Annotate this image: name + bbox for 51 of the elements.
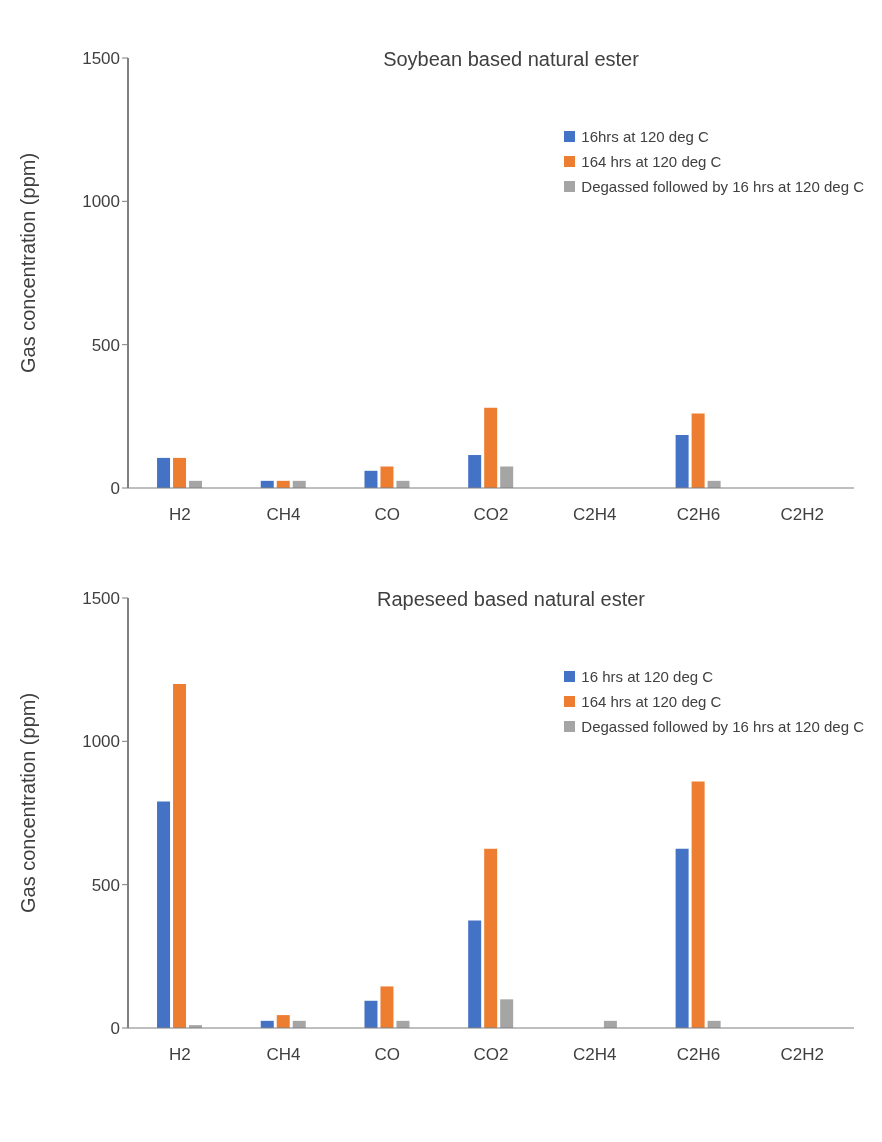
legend-label: 16hrs at 120 deg C <box>581 128 709 145</box>
chart-title: Rapeseed based natural ester <box>376 588 646 611</box>
bar <box>500 999 514 1028</box>
y-axis-title: Gas concentration (ppm) <box>17 152 40 373</box>
x-tick-label: CO <box>374 1045 401 1065</box>
x-tick-label: CO <box>374 505 401 525</box>
x-tick-label: CH4 <box>266 505 301 525</box>
bar <box>675 848 689 1028</box>
chart-title: Soybean based natural ester <box>382 48 640 71</box>
bar <box>380 986 394 1028</box>
bar <box>173 457 187 488</box>
bar <box>173 684 187 1028</box>
y-tick-label: 1500 <box>82 49 120 69</box>
legend-label: 164 hrs at 120 deg C <box>581 693 722 710</box>
y-tick-label: 500 <box>91 875 120 895</box>
x-tick-label: C2H6 <box>676 1045 721 1065</box>
x-tick-label: C2H2 <box>780 505 824 525</box>
y-axis-title: Gas concentration (ppm) <box>17 692 40 913</box>
x-tick-label: H2 <box>168 1045 191 1065</box>
bar <box>691 781 705 1028</box>
bar <box>157 457 171 488</box>
x-tick-label: C2H4 <box>572 505 617 525</box>
bar <box>157 801 171 1028</box>
bar <box>276 1015 290 1028</box>
legend-label: Degassed followed by 16 hrs at 120 deg C <box>581 178 864 195</box>
legend-label: 16 hrs at 120 deg C <box>581 668 714 685</box>
x-tick-label: CH4 <box>266 1045 301 1065</box>
y-tick-label: 0 <box>110 1019 120 1039</box>
y-tick-label: 1500 <box>82 589 120 609</box>
x-tick-label: H2 <box>168 505 191 525</box>
y-tick-label: 1000 <box>82 192 120 212</box>
bar <box>468 455 482 488</box>
x-tick-label: CO2 <box>473 505 509 525</box>
y-tick-label: 500 <box>91 335 120 355</box>
legend-label: Degassed followed by 16 hrs at 120 deg C <box>581 718 864 735</box>
bar <box>380 466 394 488</box>
bar <box>484 407 498 488</box>
x-tick-label: CO2 <box>473 1045 509 1065</box>
bar <box>468 920 482 1028</box>
bar <box>484 848 498 1028</box>
y-tick-label: 0 <box>110 479 120 499</box>
legend-label: 164 hrs at 120 deg C <box>581 153 722 170</box>
y-tick-label: 1000 <box>82 732 120 752</box>
x-tick-label: C2H6 <box>676 505 721 525</box>
bar <box>364 470 378 488</box>
bar <box>675 434 689 488</box>
bar <box>364 1000 378 1028</box>
bar <box>500 466 514 488</box>
x-tick-label: C2H2 <box>780 1045 824 1065</box>
x-tick-label: C2H4 <box>572 1045 617 1065</box>
bar <box>691 413 705 488</box>
